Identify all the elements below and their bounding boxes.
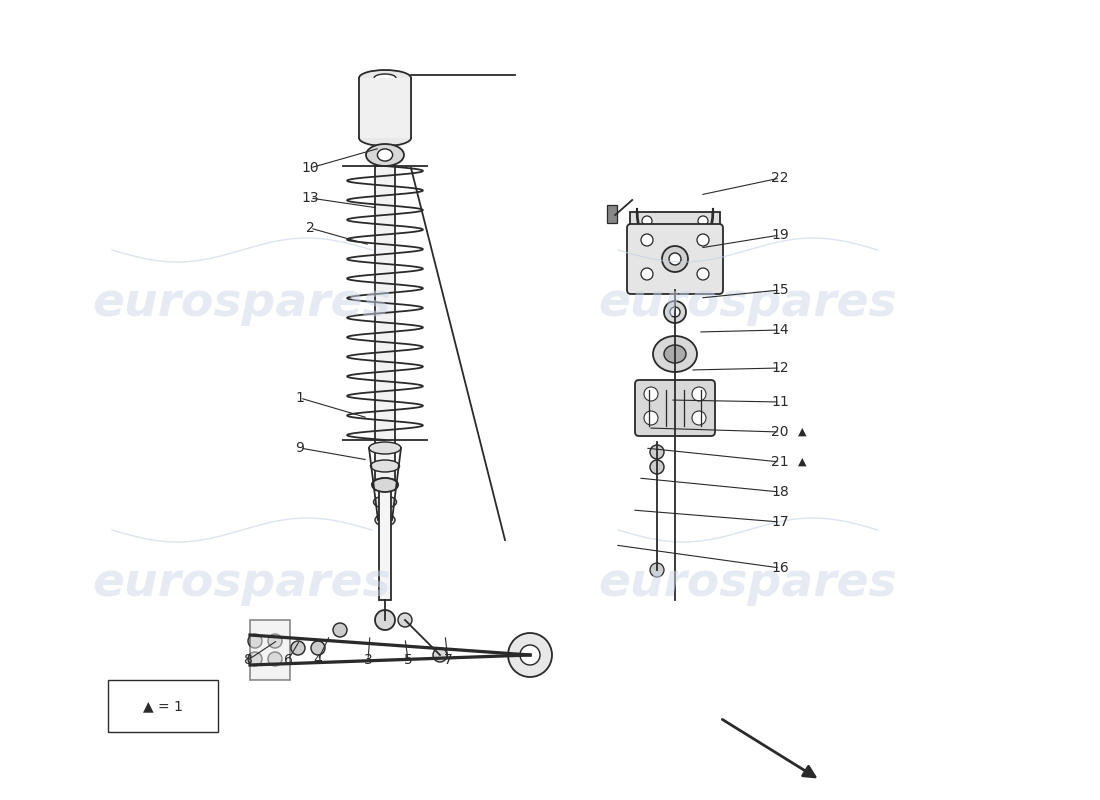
Ellipse shape (359, 70, 411, 86)
Text: 6: 6 (284, 653, 293, 667)
Circle shape (641, 268, 653, 280)
Text: 3: 3 (364, 653, 373, 667)
Text: 14: 14 (771, 323, 789, 337)
Ellipse shape (371, 460, 399, 472)
Circle shape (669, 253, 681, 265)
Ellipse shape (377, 149, 393, 161)
Text: eurospares: eurospares (92, 282, 392, 326)
Circle shape (268, 634, 282, 648)
Text: 15: 15 (771, 283, 789, 297)
Text: 4: 4 (314, 653, 322, 667)
Ellipse shape (372, 478, 398, 490)
Text: 1: 1 (296, 391, 305, 405)
Ellipse shape (374, 74, 396, 82)
Circle shape (248, 652, 262, 666)
Circle shape (642, 216, 652, 226)
Text: ▲ = 1: ▲ = 1 (143, 699, 183, 713)
Circle shape (248, 634, 262, 648)
Circle shape (698, 216, 708, 226)
Text: 12: 12 (771, 361, 789, 375)
Text: 20: 20 (771, 425, 789, 439)
Text: 19: 19 (771, 228, 789, 242)
Text: ▲: ▲ (798, 427, 806, 437)
Circle shape (292, 641, 305, 655)
Circle shape (520, 645, 540, 665)
Ellipse shape (374, 496, 396, 508)
Circle shape (692, 387, 706, 401)
Circle shape (662, 246, 688, 272)
Bar (630, 212, 720, 230)
Text: 13: 13 (301, 191, 319, 205)
Text: 16: 16 (771, 561, 789, 575)
Bar (250, 620, 290, 680)
Text: 7: 7 (443, 653, 452, 667)
Text: 9: 9 (296, 441, 305, 455)
Circle shape (650, 445, 664, 459)
Circle shape (644, 387, 658, 401)
Text: 10: 10 (301, 161, 319, 175)
Text: 18: 18 (771, 485, 789, 499)
Bar (108, 680, 218, 732)
Text: 8: 8 (243, 653, 252, 667)
Ellipse shape (653, 336, 697, 372)
Ellipse shape (368, 442, 402, 454)
FancyBboxPatch shape (627, 224, 723, 294)
Circle shape (398, 613, 412, 627)
Text: 5: 5 (404, 653, 412, 667)
Circle shape (650, 460, 664, 474)
Ellipse shape (372, 478, 398, 492)
FancyBboxPatch shape (635, 380, 715, 436)
Circle shape (333, 623, 346, 637)
Text: eurospares: eurospares (92, 562, 392, 606)
Text: eurospares: eurospares (598, 562, 898, 606)
Text: 2: 2 (306, 221, 315, 235)
Circle shape (375, 610, 395, 630)
Circle shape (433, 648, 447, 662)
Bar (607, 205, 617, 223)
Ellipse shape (664, 345, 686, 363)
Circle shape (311, 641, 324, 655)
Circle shape (670, 307, 680, 317)
Circle shape (641, 234, 653, 246)
Circle shape (697, 268, 710, 280)
Circle shape (664, 301, 686, 323)
Circle shape (644, 411, 658, 425)
Ellipse shape (366, 144, 404, 166)
Circle shape (508, 633, 552, 677)
Bar (375, 166, 395, 490)
Text: ▲: ▲ (798, 457, 806, 467)
Circle shape (650, 563, 664, 577)
Text: 22: 22 (771, 171, 789, 185)
Ellipse shape (359, 130, 411, 146)
Text: 17: 17 (771, 515, 789, 529)
Bar (379, 490, 390, 600)
Circle shape (697, 234, 710, 246)
Text: 11: 11 (771, 395, 789, 409)
Text: eurospares: eurospares (598, 282, 898, 326)
Circle shape (268, 652, 282, 666)
Bar (359, 78, 411, 138)
Circle shape (692, 411, 706, 425)
Ellipse shape (375, 514, 395, 526)
Text: 21: 21 (771, 455, 789, 469)
